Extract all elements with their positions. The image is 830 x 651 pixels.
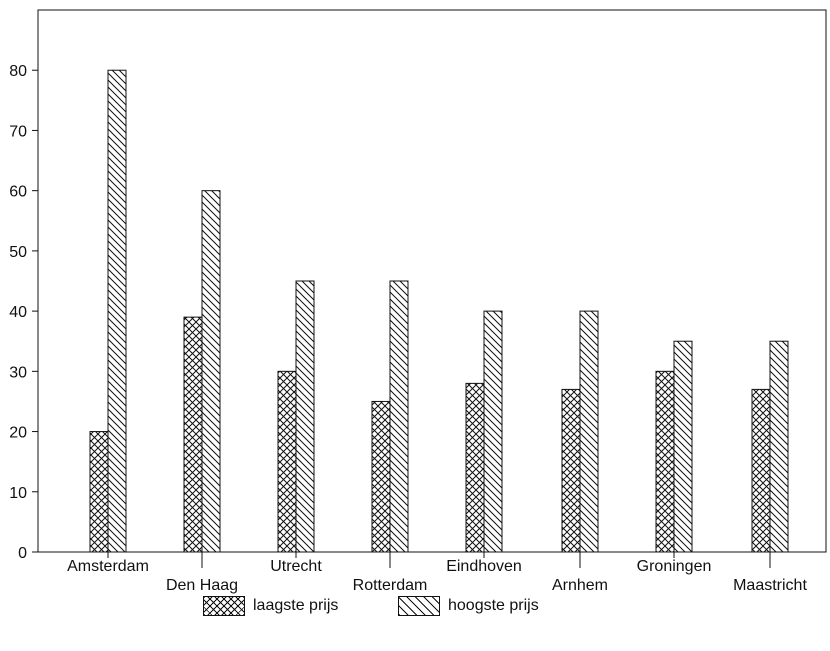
x-tick-label: Utrecht (270, 558, 322, 575)
bar-hoogste-arnhem (579, 310, 599, 553)
bar-hoogste-den-haag (201, 190, 221, 553)
bar-laagste-arnhem (561, 388, 581, 553)
legend-swatch-laagste-prijs (203, 596, 245, 616)
x-tick-label: Rotterdam (353, 577, 428, 594)
x-tick-label: Den Haag (166, 577, 238, 594)
x-tick-label: Eindhoven (446, 558, 522, 575)
legend-swatch-hoogste-prijs (398, 596, 440, 616)
bar-laagste-eindhoven (465, 382, 485, 553)
bar-hoogste-utrecht (295, 280, 315, 553)
bar-laagste-maastricht (751, 388, 771, 553)
bar-laagste-den-haag (183, 316, 203, 553)
legend-label-laagste-prijs: laagste prijs (253, 597, 339, 614)
legend-item-hoogste-prijs: hoogste prijs (398, 596, 539, 616)
chart-legend: laagste prijs hoogste prijs (0, 596, 830, 626)
bar-hoogste-amsterdam (107, 69, 127, 553)
bar-laagste-amsterdam (89, 431, 109, 553)
bar-hoogste-maastricht (769, 340, 789, 553)
y-tick-label: 50 (9, 244, 27, 261)
y-tick-label: 60 (9, 184, 27, 201)
bar-laagste-groningen (655, 370, 675, 553)
bar-hoogste-rotterdam (389, 280, 409, 553)
plot-frame (37, 9, 827, 553)
y-tick-label: 70 (9, 123, 27, 140)
y-tick-label: 40 (9, 304, 27, 321)
x-tick-label: Amsterdam (67, 558, 149, 575)
y-tick-label: 30 (9, 364, 27, 381)
bar-laagste-utrecht (277, 370, 297, 553)
bar-hoogste-groningen (673, 340, 693, 553)
y-tick-label: 80 (9, 63, 27, 80)
bar-laagste-rotterdam (371, 400, 391, 553)
x-tick-label: Groningen (637, 558, 712, 575)
legend-label-hoogste-prijs: hoogste prijs (448, 597, 539, 614)
x-tick-label: Arnhem (552, 577, 608, 594)
y-tick-label: 10 (9, 485, 27, 502)
bar-hoogste-eindhoven (483, 310, 503, 553)
legend-item-laagste-prijs: laagste prijs (203, 596, 338, 616)
y-tick-label: 0 (18, 545, 27, 562)
y-tick-label: 20 (9, 425, 27, 442)
x-tick-label: Maastricht (733, 577, 807, 594)
